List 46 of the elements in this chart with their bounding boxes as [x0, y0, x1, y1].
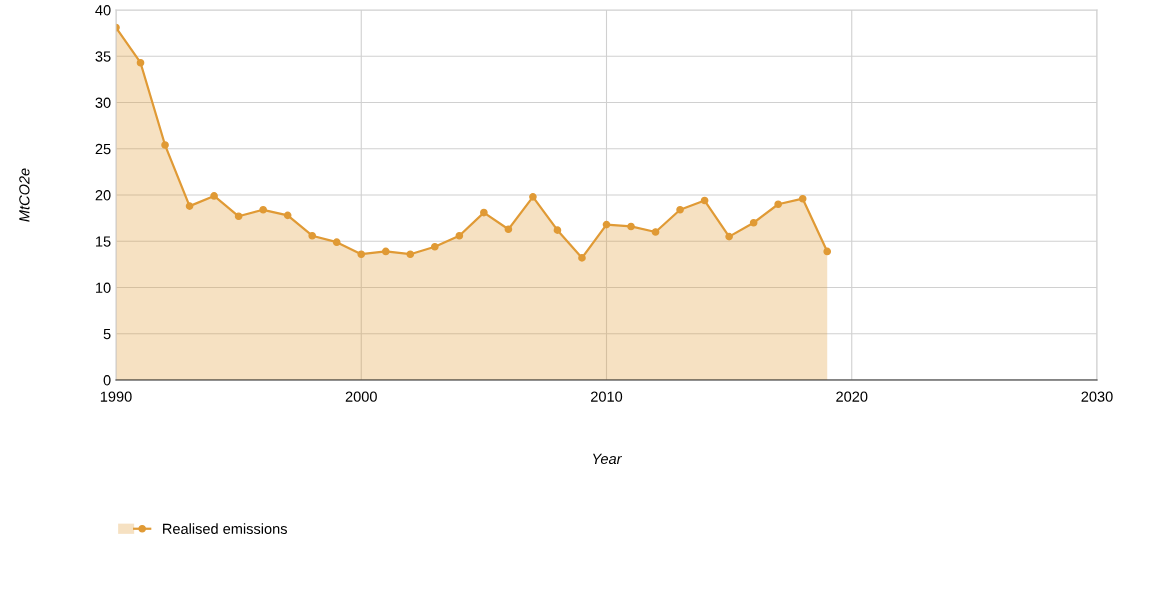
point [210, 192, 218, 200]
point [749, 218, 758, 227]
point [529, 193, 537, 201]
point [823, 247, 832, 256]
point [700, 196, 709, 205]
point [259, 205, 267, 214]
point [480, 208, 488, 217]
point [357, 250, 366, 259]
point [553, 226, 562, 234]
point [798, 194, 807, 203]
y-tick-label: 10 [96, 282, 111, 293]
point [602, 220, 611, 229]
y-tick-label: 35 [95, 51, 111, 62]
point [455, 231, 464, 240]
y-tick-label: 40 [95, 5, 111, 16]
point [578, 254, 586, 262]
point [308, 231, 317, 240]
point [381, 247, 390, 256]
point [431, 242, 439, 251]
point [627, 222, 635, 231]
x-tick-label: 2020 [836, 391, 868, 402]
y-tick-label: 20 [95, 190, 111, 201]
point [651, 228, 660, 236]
point [283, 211, 292, 220]
point [504, 225, 513, 234]
x-tick-label: 2030 [1081, 391, 1113, 402]
x-axis-title: Year [593, 453, 622, 465]
point [136, 58, 145, 67]
y-tick-label: 25 [95, 143, 111, 155]
point [406, 250, 415, 259]
y-tick-label: 0 [103, 375, 111, 386]
point [332, 238, 341, 246]
point [185, 202, 194, 210]
point [676, 205, 684, 214]
x-tick-label: 2000 [345, 391, 377, 402]
point [161, 141, 169, 149]
y-tick-label: 5 [103, 329, 111, 340]
x-tick-label: 2010 [591, 391, 623, 402]
legend-label: Realised emissions [163, 523, 287, 534]
y-axis-title: MtCO2e [19, 168, 30, 222]
x-tick-label: 1990 [100, 391, 132, 402]
point [774, 200, 782, 209]
y-tick-label: 15 [96, 236, 111, 247]
y-tick-label: 30 [95, 97, 111, 108]
point [725, 232, 733, 241]
point [234, 212, 243, 221]
